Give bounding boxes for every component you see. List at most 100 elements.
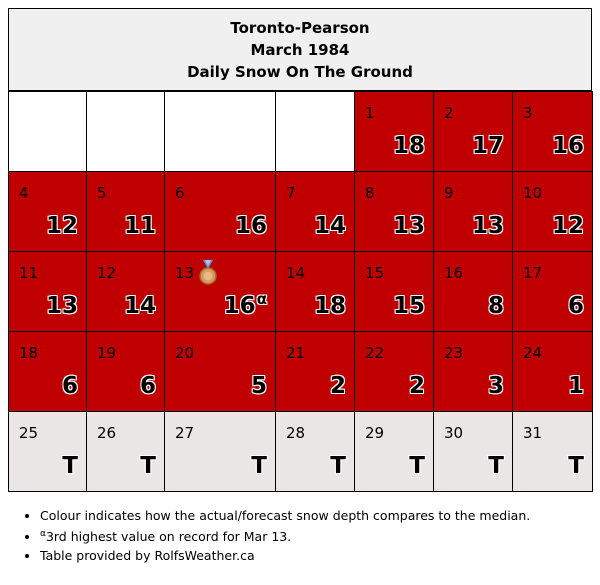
snow-depth-number: T <box>488 453 504 479</box>
calendar-day-cell: 28 T <box>275 411 355 492</box>
calendar-day-cell: 14 18 <box>275 251 355 332</box>
calendar-week-row: 25 T 26 T 27 T 28 T 29 T 30 T 31 T <box>8 411 593 492</box>
day-number: 24 <box>523 344 543 362</box>
day-number: 15 <box>365 264 385 282</box>
snow-depth-number: 16 <box>234 213 267 239</box>
snow-depth-number: 15 <box>392 293 425 319</box>
day-number: 19 <box>97 344 117 362</box>
snow-depth-value: 2 <box>409 373 425 399</box>
snow-depth-number: 18 <box>313 293 346 319</box>
day-number: 22 <box>365 344 385 362</box>
snow-depth-number: 12 <box>551 213 584 239</box>
calendar-day-cell: 26 T <box>86 411 165 492</box>
day-number: 27 <box>175 424 195 442</box>
day-number: 6 <box>175 184 185 202</box>
snow-depth-number: T <box>251 453 267 479</box>
calendar-day-cell: 6 16 <box>164 171 276 252</box>
notes-list: Colour indicates how the actual/forecast… <box>8 506 592 565</box>
day-number: 31 <box>523 424 543 442</box>
calendar-day-cell: 2 17 <box>433 91 513 172</box>
calendar-widget: Toronto-Pearson March 1984 Daily Snow On… <box>8 8 593 565</box>
snow-depth-value: 18 <box>314 293 346 319</box>
snow-depth-value: 6 <box>62 373 78 399</box>
day-number: 28 <box>286 424 306 442</box>
calendar-empty-cell <box>86 91 165 172</box>
calendar-week-row: 1 18 2 17 3 16 <box>8 91 593 172</box>
calendar-day-cell: 18 6 <box>8 331 87 412</box>
snow-depth-value: T <box>409 453 425 479</box>
calendar-day-cell: 3 16 <box>512 91 593 172</box>
snow-calendar-table: 1 18 2 17 3 16 4 12 5 11 6 16 7 14 8 13 9 13 10 12 11 13 12 14 1… <box>8 91 593 492</box>
snow-depth-value: 15 <box>393 293 425 319</box>
calendar-week-row: 4 12 5 11 6 16 7 14 8 13 9 13 10 12 <box>8 171 593 252</box>
calendar-day-cell: 22 2 <box>354 331 434 412</box>
day-number: 25 <box>19 424 39 442</box>
calendar-day-cell: 24 1 <box>512 331 593 412</box>
calendar-day-cell: 12 14 <box>86 251 165 332</box>
day-number: 18 <box>19 344 39 362</box>
table-title: Daily Snow On The Ground <box>187 63 413 81</box>
snow-depth-value: T <box>488 453 504 479</box>
snow-depth-value: 2 <box>330 373 346 399</box>
calendar-day-cell: 11 13 <box>8 251 87 332</box>
day-number: 29 <box>365 424 385 442</box>
calendar-day-cell: 25 T <box>8 411 87 492</box>
calendar-day-cell: 30 T <box>433 411 513 492</box>
snow-depth-number: 18 <box>392 133 425 159</box>
snow-depth-number: 3 <box>487 373 504 399</box>
snow-depth-value: 17 <box>472 133 504 159</box>
snow-depth-number: 8 <box>487 293 504 319</box>
month-label: March 1984 <box>250 41 350 59</box>
snow-depth-number: 12 <box>45 213 78 239</box>
snow-depth-value: 12 <box>552 213 584 239</box>
note-colour: Colour indicates how the actual/forecast… <box>40 506 592 525</box>
snow-depth-value: 16α <box>224 290 267 319</box>
calendar-day-cell: 1 18 <box>354 91 434 172</box>
snow-depth-number: 13 <box>392 213 425 239</box>
day-number: 11 <box>19 264 39 282</box>
calendar-header: Toronto-Pearson March 1984 Daily Snow On… <box>8 8 592 91</box>
snow-depth-number: 17 <box>471 133 504 159</box>
snow-depth-value: 8 <box>488 293 504 319</box>
note-footnote: α3rd highest value on record for Mar 13. <box>40 525 592 546</box>
calendar-empty-cell <box>275 91 355 172</box>
calendar-day-cell: 17 6 <box>512 251 593 332</box>
day-number: 10 <box>523 184 543 202</box>
snow-depth-value: T <box>568 453 584 479</box>
calendar-day-cell: 16 8 <box>433 251 513 332</box>
footnote-text: 3rd highest value on record for Mar 13. <box>45 529 292 545</box>
calendar-day-cell: 9 13 <box>433 171 513 252</box>
bronze-medal-icon <box>199 260 217 285</box>
day-number: 5 <box>97 184 107 202</box>
snow-depth-number: 13 <box>45 293 78 319</box>
snow-depth-number: T <box>568 453 584 479</box>
snow-depth-value: 3 <box>488 373 504 399</box>
day-number: 3 <box>523 104 533 122</box>
snow-depth-number: 1 <box>567 373 584 399</box>
day-number: 16 <box>444 264 464 282</box>
day-number: 12 <box>97 264 117 282</box>
calendar-week-row: 11 13 12 14 13 16α 14 18 15 15 16 8 17 6 <box>8 251 593 332</box>
calendar-day-cell: 31 T <box>512 411 593 492</box>
day-number: 21 <box>286 344 306 362</box>
calendar-day-cell: 4 12 <box>8 171 87 252</box>
snow-depth-value: 6 <box>140 373 156 399</box>
snow-depth-value: 16 <box>235 213 267 239</box>
snow-depth-value: 14 <box>314 213 346 239</box>
calendar-day-cell: 7 14 <box>275 171 355 252</box>
calendar-day-cell: 13 16α <box>164 251 276 332</box>
calendar-day-cell: 8 13 <box>354 171 434 252</box>
day-number: 17 <box>523 264 543 282</box>
day-number: 1 <box>365 104 375 122</box>
snow-depth-value: 16 <box>552 133 584 159</box>
snow-depth-number: 5 <box>250 373 267 399</box>
day-number: 14 <box>286 264 306 282</box>
snow-depth-number: T <box>62 453 78 479</box>
snow-depth-number: 6 <box>61 373 78 399</box>
snow-depth-value: 12 <box>46 213 78 239</box>
snow-depth-value: 14 <box>124 293 156 319</box>
calendar-day-cell: 20 5 <box>164 331 276 412</box>
calendar-day-cell: 10 12 <box>512 171 593 252</box>
calendar-day-cell: 23 3 <box>433 331 513 412</box>
calendar-empty-cell <box>8 91 87 172</box>
